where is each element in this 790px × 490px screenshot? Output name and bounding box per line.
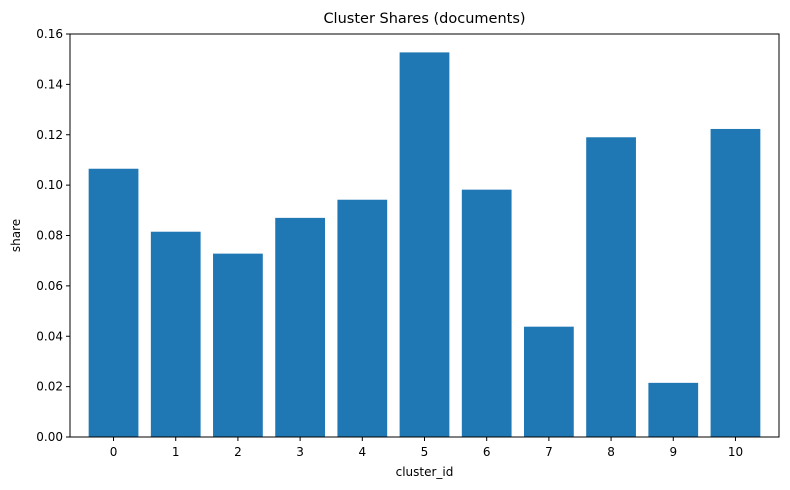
x-tick-label: 10 — [728, 445, 743, 459]
y-tick-label: 0.00 — [36, 430, 63, 444]
x-tick-label: 4 — [358, 445, 366, 459]
bar-cluster-8 — [586, 137, 636, 437]
bar-cluster-10 — [710, 128, 761, 437]
y-tick-label: 0.10 — [36, 178, 63, 192]
bar-cluster-2 — [213, 253, 263, 437]
x-tick-label: 6 — [483, 445, 491, 459]
y-tick-label: 0.08 — [36, 229, 63, 243]
x-tick-label: 5 — [421, 445, 429, 459]
y-tick-label: 0.06 — [36, 279, 63, 293]
bar-cluster-6 — [461, 189, 512, 437]
x-axis-ticks: 0 1 2 3 4 5 6 7 8 9 10 — [110, 437, 743, 459]
bars-group — [88, 52, 761, 437]
x-tick-label: 8 — [607, 445, 615, 459]
y-tick-label: 0.12 — [36, 128, 63, 142]
x-tick-label: 0 — [110, 445, 118, 459]
y-tick-label: 0.04 — [36, 329, 63, 343]
y-tick-label: 0.14 — [36, 77, 63, 91]
x-tick-label: 1 — [172, 445, 180, 459]
x-tick-label: 3 — [296, 445, 304, 459]
x-tick-label: 2 — [234, 445, 242, 459]
plot-frame — [69, 33, 780, 438]
bar-cluster-1 — [150, 231, 201, 437]
bar-cluster-3 — [275, 217, 325, 437]
y-axis-label: share — [9, 219, 23, 252]
bar-cluster-9 — [648, 382, 699, 437]
y-axis-ticks: 0.00 0.02 0.04 0.06 0.08 0.10 0.12 0.14 0.16 — [36, 27, 70, 444]
bar-cluster-5 — [399, 52, 450, 437]
y-tick-label: 0.16 — [36, 27, 63, 41]
x-tick-label: 9 — [669, 445, 677, 459]
y-tick-label: 0.02 — [36, 380, 63, 394]
x-tick-label: 7 — [545, 445, 553, 459]
chart-title: Cluster Shares (documents) — [323, 11, 525, 27]
bar-cluster-7 — [524, 326, 574, 437]
x-axis-label: cluster_id — [396, 465, 454, 479]
bar-cluster-0 — [88, 168, 139, 437]
bar-cluster-4 — [337, 199, 388, 437]
